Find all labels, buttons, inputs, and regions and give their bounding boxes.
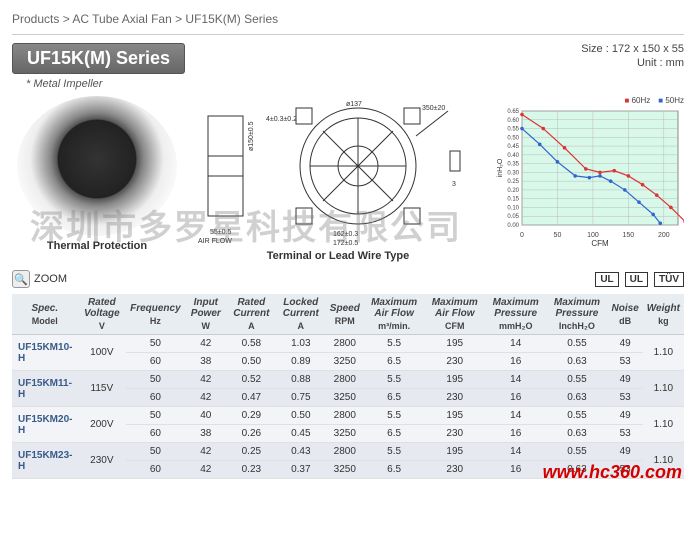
svg-text:100: 100 [587,232,599,239]
svg-text:0.45: 0.45 [507,144,519,150]
certification-badges: ULULTÜV [595,272,684,287]
product-photo [17,96,177,236]
svg-text:172±0.5: 172±0.5 [333,240,358,246]
svg-text:0.15: 0.15 [507,197,519,203]
svg-text:200: 200 [658,232,670,239]
svg-text:0.55: 0.55 [507,127,519,133]
svg-text:CFM: CFM [591,239,609,247]
svg-text:55±0.5: 55±0.5 [210,229,231,236]
svg-text:0.10: 0.10 [507,205,519,211]
svg-text:inH₂O: inH₂O [497,158,504,177]
source-url: www.hc360.com [543,462,682,483]
svg-text:350±20: 350±20 [422,105,445,112]
chart-legend: 60Hz 50Hz [494,96,684,105]
series-title: UF15K(M) Series [12,43,185,74]
size-line: Size : 172 x 150 x 55 [581,43,684,55]
unit-line: Unit : mm [581,57,684,69]
svg-text:0.00: 0.00 [507,223,519,229]
svg-text:AIR FLOW: AIR FLOW [198,238,232,245]
svg-text:0.35: 0.35 [507,162,519,168]
breadcrumb[interactable]: Products > AC Tube Axial Fan > UF15K(M) … [12,8,684,35]
svg-text:4±0.3±0.2: 4±0.3±0.2 [266,116,297,123]
impeller-note: * Metal Impeller [26,78,185,90]
svg-text:0.05: 0.05 [507,214,519,220]
performance-chart: 0 50 100 150 200 0.00 0.05 0.10 0.15 0.20 0.25 0.30… [494,107,684,247]
technical-drawing: 55±0.5 AIR FLOW ø150±0.5 4±0.3±0.2 ø137 … [198,96,478,246]
svg-text:ø150±0.5: ø150±0.5 [248,121,255,151]
svg-text:0.30: 0.30 [507,170,519,176]
svg-text:0.60: 0.60 [507,118,519,124]
svg-text:3: 3 [452,181,456,188]
svg-text:0.20: 0.20 [507,188,519,194]
svg-text:162±0.3: 162±0.3 [333,231,358,238]
svg-text:0.40: 0.40 [507,153,519,159]
svg-text:150: 150 [623,232,635,239]
svg-text:0.50: 0.50 [507,135,519,141]
svg-text:0: 0 [520,232,524,239]
spec-table: Spec.ModelRated VoltageVFrequencyHzInput… [12,294,684,479]
svg-text:50: 50 [554,232,562,239]
svg-text:0.65: 0.65 [507,109,519,115]
drawing-caption: Terminal or Lead Wire Type [190,250,486,262]
svg-text:ø137: ø137 [346,101,362,108]
svg-text:0.25: 0.25 [507,179,519,185]
